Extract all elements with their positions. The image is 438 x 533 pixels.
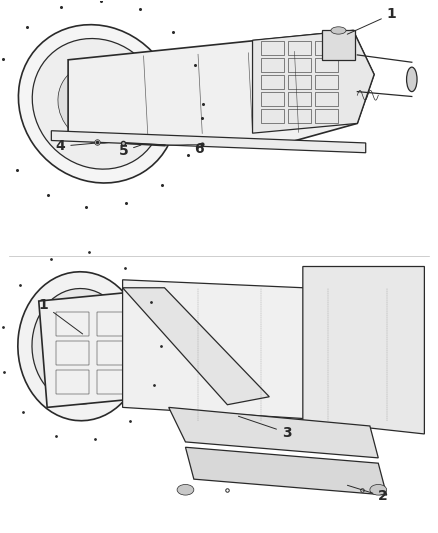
Bar: [56, 370, 89, 394]
Bar: [288, 109, 311, 124]
Polygon shape: [123, 280, 424, 426]
Ellipse shape: [370, 484, 387, 495]
Text: 6: 6: [194, 142, 204, 156]
Ellipse shape: [331, 27, 346, 34]
Bar: [261, 41, 284, 55]
Text: 2: 2: [347, 485, 388, 503]
Bar: [321, 30, 355, 60]
Ellipse shape: [18, 25, 177, 183]
Bar: [97, 370, 131, 394]
Bar: [288, 92, 311, 106]
Polygon shape: [39, 288, 185, 407]
Ellipse shape: [58, 64, 137, 143]
Bar: [261, 58, 284, 72]
Bar: [261, 92, 284, 106]
Text: 3: 3: [238, 416, 292, 440]
Bar: [315, 58, 339, 72]
Polygon shape: [169, 407, 378, 458]
Bar: [288, 41, 311, 55]
Bar: [315, 75, 339, 89]
Polygon shape: [123, 288, 269, 405]
Bar: [261, 75, 284, 89]
Ellipse shape: [18, 272, 144, 421]
Ellipse shape: [32, 38, 162, 169]
Polygon shape: [253, 30, 374, 133]
Bar: [97, 341, 131, 365]
Bar: [288, 75, 311, 89]
Bar: [261, 109, 284, 124]
Bar: [288, 58, 311, 72]
Polygon shape: [51, 131, 366, 153]
Polygon shape: [185, 447, 387, 495]
Bar: [315, 41, 339, 55]
Bar: [56, 312, 89, 336]
Text: 4: 4: [56, 139, 95, 154]
Bar: [315, 92, 339, 106]
Polygon shape: [303, 266, 424, 434]
Ellipse shape: [406, 67, 417, 92]
Ellipse shape: [32, 288, 129, 404]
Ellipse shape: [84, 90, 111, 117]
Polygon shape: [68, 30, 374, 148]
Bar: [97, 312, 131, 336]
Bar: [315, 109, 339, 124]
Bar: [56, 341, 89, 365]
Text: 1: 1: [39, 298, 83, 334]
Ellipse shape: [177, 484, 194, 495]
Text: 5: 5: [118, 144, 141, 158]
Text: 1: 1: [347, 7, 396, 34]
